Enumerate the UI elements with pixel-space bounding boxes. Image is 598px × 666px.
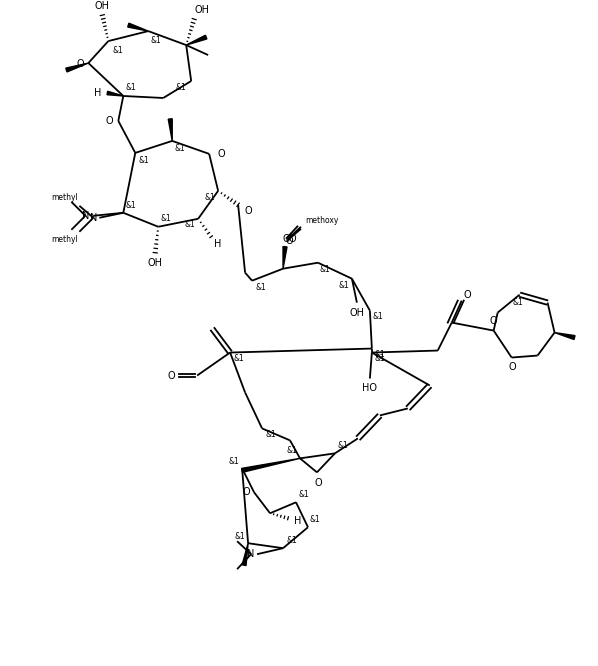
Text: H: H: [94, 88, 101, 98]
Text: &1: &1: [298, 490, 309, 499]
Text: O: O: [288, 234, 295, 244]
Polygon shape: [107, 91, 123, 96]
Text: O: O: [509, 362, 517, 372]
Text: O: O: [217, 149, 225, 159]
Polygon shape: [186, 35, 207, 45]
Text: &1: &1: [228, 457, 239, 466]
Text: N: N: [248, 549, 255, 559]
Text: H: H: [214, 238, 221, 248]
Text: OH: OH: [349, 308, 364, 318]
Text: O: O: [242, 488, 250, 498]
Text: O: O: [77, 59, 84, 69]
Polygon shape: [242, 543, 248, 565]
Text: methyl: methyl: [51, 193, 78, 202]
Polygon shape: [168, 119, 172, 141]
Text: &1: &1: [184, 220, 195, 229]
Polygon shape: [283, 246, 287, 268]
Text: &1: &1: [150, 35, 161, 45]
Text: HO: HO: [362, 384, 377, 394]
Text: &1: &1: [126, 83, 136, 91]
Text: N: N: [82, 210, 89, 220]
Text: &1: &1: [286, 446, 297, 455]
Text: &1: &1: [160, 214, 171, 223]
Text: &1: &1: [338, 281, 349, 290]
Text: OH: OH: [194, 5, 209, 15]
Polygon shape: [242, 458, 300, 472]
Polygon shape: [128, 23, 148, 31]
Text: O: O: [285, 236, 292, 246]
Text: &1: &1: [265, 430, 276, 439]
Text: &1: &1: [375, 350, 386, 359]
Text: &1: &1: [175, 83, 186, 93]
Text: &1: &1: [286, 535, 297, 545]
Text: O: O: [167, 370, 175, 380]
Text: OH: OH: [95, 1, 110, 11]
Text: &1: &1: [126, 201, 136, 210]
Text: &1: &1: [255, 283, 266, 292]
Text: &1: &1: [205, 193, 215, 202]
Text: O: O: [282, 234, 290, 244]
Text: O: O: [314, 478, 322, 488]
Text: N: N: [90, 212, 97, 222]
Text: O: O: [105, 116, 113, 126]
Text: &1: &1: [310, 515, 321, 523]
Text: &1: &1: [234, 531, 245, 541]
Text: O: O: [490, 316, 498, 326]
Text: &1: &1: [112, 45, 123, 55]
Text: &1: &1: [233, 354, 244, 363]
Polygon shape: [66, 63, 89, 72]
Text: &1: &1: [375, 354, 386, 363]
Text: &1: &1: [373, 312, 384, 321]
Text: &1: &1: [338, 441, 349, 450]
Polygon shape: [554, 332, 575, 340]
Text: &1: &1: [512, 298, 523, 307]
Text: H: H: [294, 516, 301, 526]
Text: O: O: [244, 206, 252, 216]
Text: O: O: [464, 290, 471, 300]
Text: &1: &1: [138, 157, 149, 165]
Text: &1: &1: [320, 265, 331, 274]
Text: methoxy: methoxy: [305, 216, 338, 225]
Text: OH: OH: [148, 258, 163, 268]
Text: &1: &1: [174, 145, 185, 153]
Text: methyl: methyl: [51, 235, 78, 244]
